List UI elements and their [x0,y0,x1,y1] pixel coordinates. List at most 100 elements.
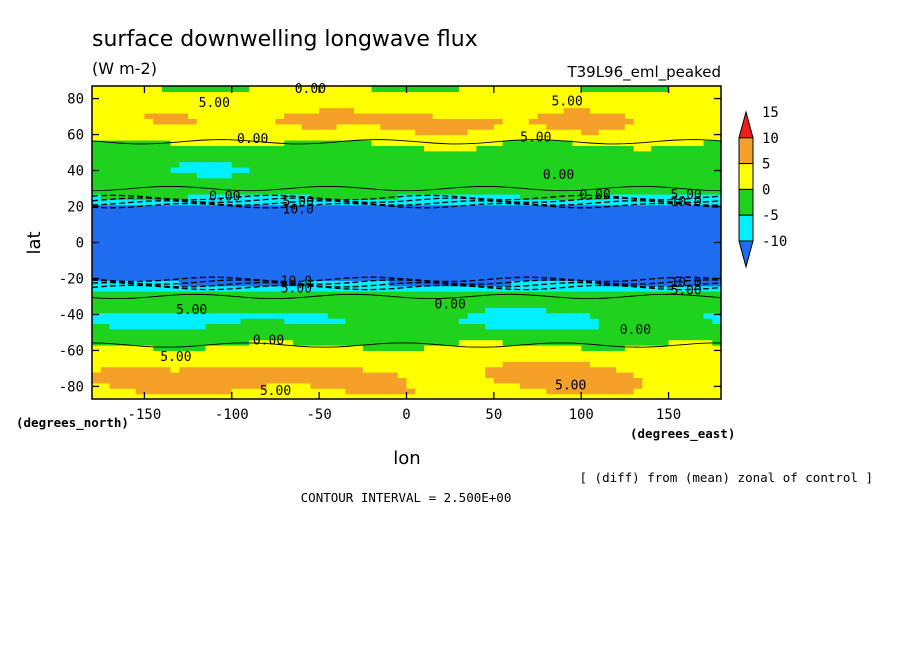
field-cell [598,323,609,330]
field-cell [520,328,530,335]
field-cell [642,145,652,152]
field-cell [231,112,242,119]
field-cell [161,258,172,265]
field-cell [467,183,477,190]
field-cell [581,334,591,341]
field-cell [135,172,146,179]
field-cell [458,312,469,319]
field-cell [476,280,486,287]
field-cell [458,366,469,373]
field-cell [188,301,198,308]
field-cell [362,350,373,357]
field-cell [284,280,294,287]
field-cell [345,323,355,330]
field-cell [126,150,137,157]
field-cell [310,231,320,238]
field-cell [380,361,390,368]
field-cell [354,355,364,362]
field-cell [581,177,591,184]
contour-label: 0.00 [580,188,611,203]
field-cell [450,388,460,395]
field-cell [371,312,381,319]
field-cell [144,172,154,179]
field-cell [135,253,146,260]
field-cell [686,247,696,254]
field-cell [493,334,504,341]
field-cell [205,215,215,222]
field-cell [397,328,408,335]
field-cell [572,112,582,119]
field-cell [336,318,346,325]
field-cell [380,134,390,141]
field-cell [170,393,180,399]
field-cell [686,210,696,217]
field-cell [563,296,574,303]
field-cell [581,204,591,211]
field-cell [196,102,207,109]
field-cell [651,177,661,184]
field-cell [310,264,320,271]
field-cell [327,312,338,319]
field-cell [292,334,303,341]
field-cell [668,199,678,206]
field-cell [118,366,128,373]
field-cell [703,112,713,119]
field-cell [415,102,425,109]
field-cell [555,226,565,233]
field-cell [153,220,163,227]
field-cell [633,328,643,335]
field-cell [502,183,512,190]
field-cell [170,264,180,271]
field-cell [642,301,652,308]
field-cell [659,345,670,352]
field-cell [493,366,504,373]
field-cell [275,161,285,168]
field-cell [380,166,390,173]
field-cell [537,166,547,173]
field-cell [327,161,338,168]
field-cell [231,318,242,325]
field-cell [118,156,128,163]
field-cell [493,107,504,114]
field-cell [686,339,696,346]
field-cell [126,237,137,244]
field-cell [100,355,111,362]
field-cell [458,177,469,184]
field-cell [624,382,635,389]
field-cell [633,312,643,319]
field-cell [389,366,399,373]
field-cell [319,377,329,384]
field-cell [126,161,137,168]
field-cell [354,172,364,179]
field-cell [555,253,565,260]
field-cell [703,183,713,190]
field-cell [170,145,180,152]
field-cell [502,382,512,389]
field-cell [179,199,189,206]
field-cell [292,253,303,260]
field-cell [100,150,111,157]
field-cell [362,242,373,249]
field-cell [310,91,320,98]
field-cell [686,156,696,163]
field-cell [528,226,539,233]
field-cell [668,193,678,200]
field-cell [196,112,207,119]
field-cell [231,291,242,298]
field-cell [223,372,233,379]
field-cell [135,96,146,103]
field-cell [581,355,591,362]
field-cell [188,91,198,98]
field-cell [92,226,102,233]
field-cell [563,318,574,325]
field-cell [397,372,408,379]
field-cell [511,220,521,227]
field-cell [161,215,172,222]
field-cell [240,334,250,341]
y-tick-label: 0 [76,236,84,252]
field-cell [406,210,416,217]
field-cell [397,118,408,125]
field-cell [563,291,574,298]
field-cell [310,220,320,227]
field-cell [528,177,539,184]
